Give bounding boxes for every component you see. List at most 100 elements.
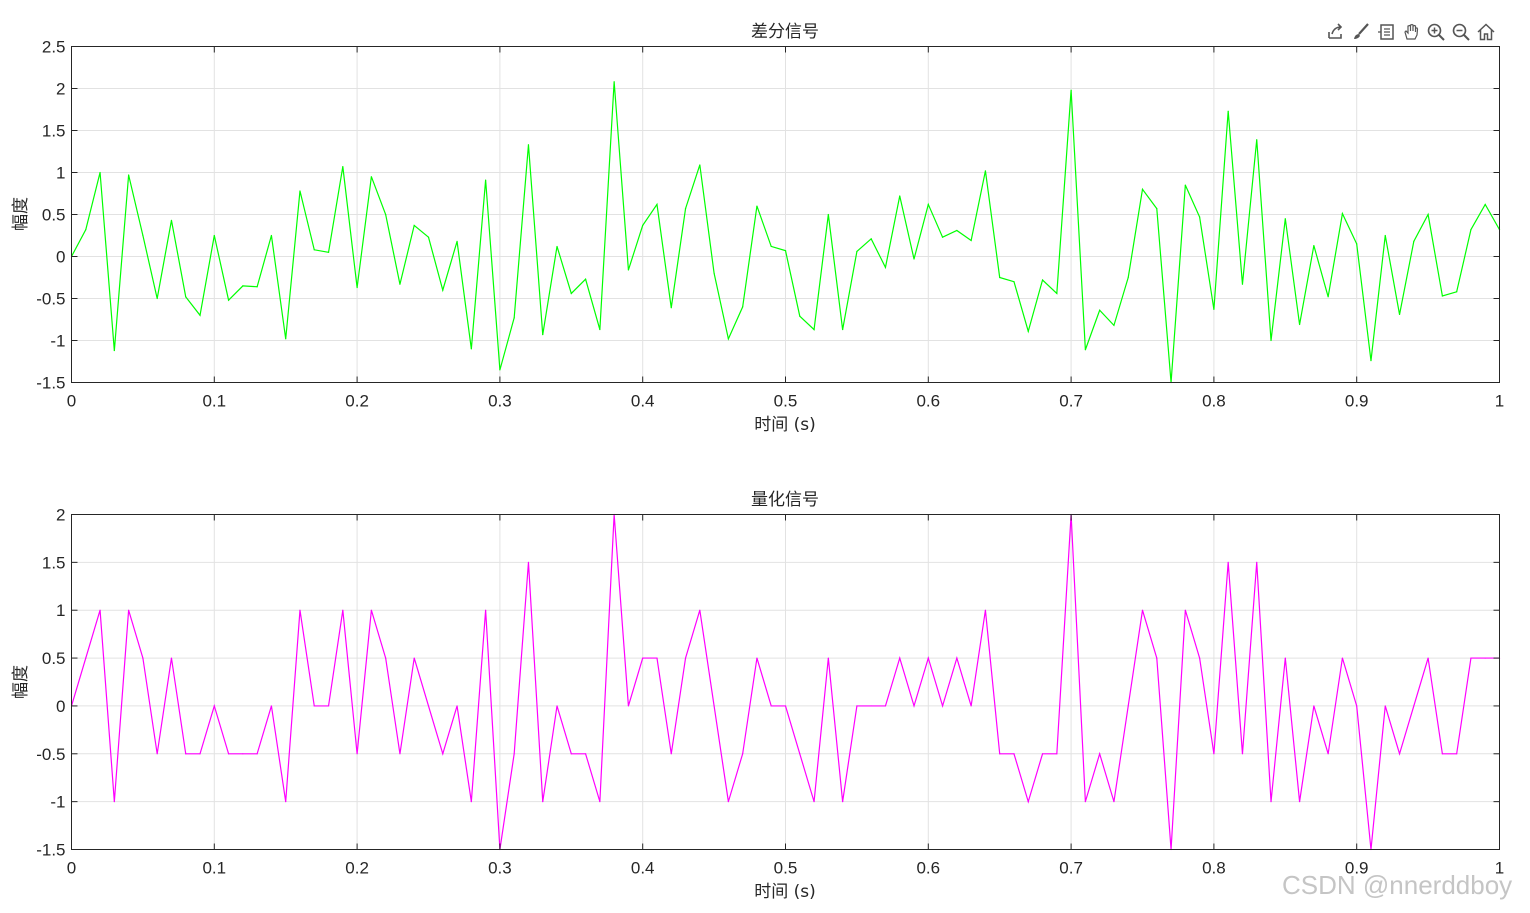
data-point [970,239,972,242]
y-tick-label: 2 [56,80,65,99]
data-point [727,801,729,803]
x-tick-label: 0.2 [345,859,369,878]
data-point [1056,753,1058,755]
data-point [1484,657,1486,659]
data-point [413,224,415,227]
data-point [128,174,130,176]
data-point [1084,349,1086,351]
x-tick-label: 0.7 [1059,859,1083,878]
data-point [642,224,644,227]
data-point [527,144,530,146]
x-tick-label: 0.3 [488,392,512,411]
zoom-in-icon[interactable] [1424,20,1447,43]
data-point [1456,753,1458,755]
data-point [1241,753,1244,755]
data-point [156,753,158,755]
export-icon[interactable] [1324,20,1347,43]
data-point [385,213,387,216]
y-tick-label: 1.5 [42,553,66,572]
data-point [285,801,287,803]
data-point [1356,243,1358,245]
zoom-out-icon[interactable] [1449,20,1472,43]
data-point [1284,218,1286,220]
data-point [299,609,301,611]
data-point [1270,801,1272,803]
data-point [1213,753,1215,755]
data-point [1356,705,1358,707]
data-point [1227,561,1229,563]
y-tick-label: 1.5 [42,122,66,141]
x-tick-label: 0.7 [1059,392,1083,411]
data-point [1413,240,1415,242]
data-point [1384,705,1386,707]
data-point [1184,184,1186,186]
home-icon[interactable] [1474,20,1497,43]
data-point [656,657,658,659]
x-tick-label: 0.2 [345,392,369,411]
data-point [799,315,801,317]
brush-icon[interactable] [1349,20,1372,43]
data-point [913,705,915,707]
data-point [627,705,630,707]
data-point [1256,561,1258,563]
data-point [399,283,401,285]
data-point [1241,283,1244,285]
pan-icon[interactable] [1399,20,1422,43]
y-tick-label: -1.5 [36,374,65,393]
data-point [342,609,344,611]
data-point [984,170,987,172]
data-point [570,292,572,295]
data-point [899,657,901,659]
data-point [513,753,515,755]
data-point [856,250,858,253]
x-tick-label: 0.8 [1202,859,1226,878]
data-point [1141,188,1144,190]
data-point [199,314,201,316]
data-point [670,307,672,309]
data-point [770,245,772,248]
data-point [1199,657,1201,659]
data-point [327,251,330,253]
data-point [1199,216,1201,218]
data-point [470,348,472,350]
data-point [128,609,130,611]
data-point [941,236,944,238]
data-point [742,306,744,308]
data-point [1127,276,1129,279]
series-line [70,81,1501,384]
data-point [1013,281,1015,283]
data-point [756,657,758,659]
data-point [485,179,487,181]
data-point [1270,339,1272,342]
x-tick-label: 0.4 [631,392,655,411]
data-point [784,250,787,252]
data-point [999,276,1001,279]
x-tick-label: 0.6 [916,859,940,878]
data-point [884,705,887,707]
data-point [1413,705,1415,707]
y-tick-label: 1 [56,601,65,620]
data-point [1041,279,1044,281]
data-point [1070,89,1072,91]
data-point [599,328,601,331]
data-point [1213,308,1215,311]
data-point [1084,801,1086,803]
data-point [1427,657,1429,659]
data-point [1427,213,1429,216]
data-point [756,205,758,207]
x-tick-label: 0.5 [774,392,798,411]
data-point [356,286,358,289]
data-point [1099,753,1101,755]
ticks: 0 0.1 0.2 0.3 0.4 0.5 0.6 0.7 0.8 0.9 1 -1.5 -1 -0.5 0… [36,38,1504,411]
data-point [1256,139,1258,141]
data-point [270,705,273,707]
data-point [185,753,187,755]
x-tick-label: 0.8 [1202,392,1226,411]
data-point [1384,234,1386,237]
datatip-icon[interactable] [1374,20,1397,43]
data-point [1398,753,1401,755]
grid [71,46,1500,383]
data-point [313,705,315,707]
data-point [713,705,715,707]
data-point [185,296,187,298]
